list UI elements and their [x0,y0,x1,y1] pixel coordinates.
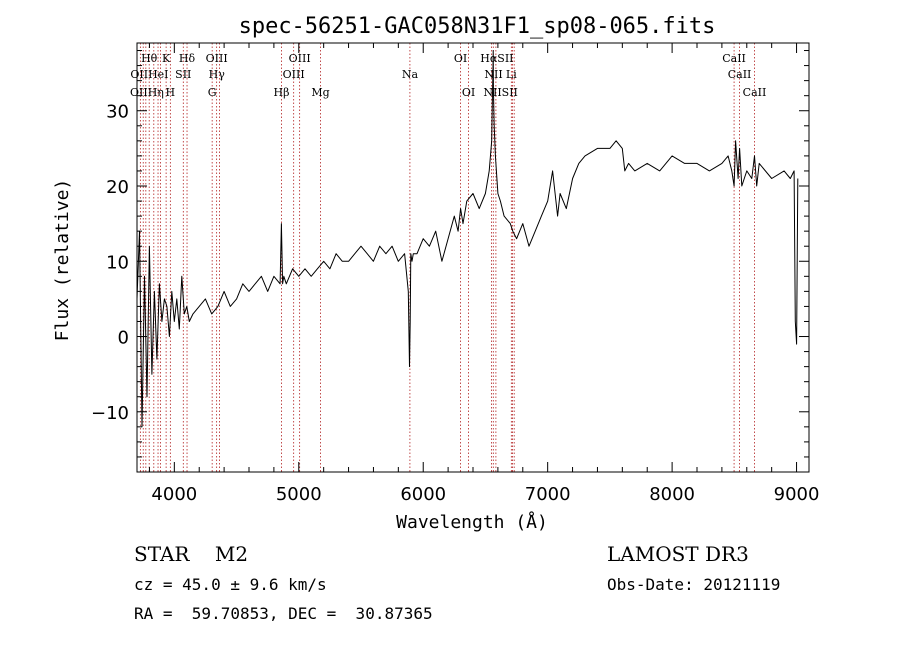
line-annotation: Hγ [209,68,226,81]
x-tick-label: 8000 [649,484,695,505]
plot-frame [136,42,810,473]
x-axis-label: Wavelength (Å) [396,511,548,533]
coordinates-text: RA = 59.70853, DEC = 30.87365 [134,604,433,623]
spectrum-line [136,50,799,428]
line-annotation: HαSII [480,52,513,65]
line-annotation: Hδ [179,52,196,65]
line-annotation: CaII [743,86,767,99]
x-tick-label: 7000 [525,484,571,505]
line-annotation: OI [454,52,467,65]
x-tick-label: 6000 [400,484,446,505]
line-annotation: OIII [289,52,311,65]
y-tick-label: 20 [106,177,129,198]
series-group [136,50,799,428]
line-annotation: K [162,52,171,65]
x-tick-label: 9000 [774,484,820,505]
y-tick-label: 0 [118,328,129,349]
line-annotation: OIIHη [130,86,164,99]
line-annotation: Na [402,68,419,81]
y-tick-label: −10 [91,403,129,424]
survey-label: LAMOST DR3 [607,542,749,566]
x-tick-label: 4000 [151,484,197,505]
line-annotation: CaII [722,52,746,65]
y-tick-label: 30 [106,102,129,123]
line-annotation: OI [462,86,475,99]
line-markers [139,43,755,472]
x-tick-label: 5000 [276,484,322,505]
line-annotations: Hθ K Hδ OIII OIII OI HαSII CaII OIIHeI SII Hγ OIII N… [130,52,766,99]
line-annotation: OIII [283,68,305,81]
object-type: STAR M2 [134,542,248,566]
redshift-text: cz = 45.0 ± 9.6 km/s [134,575,327,594]
line-annotation: H [166,86,176,99]
line-annotation: NIISII [483,86,518,99]
y-axis-label: Flux (relative) [52,179,73,342]
line-annotation: Mg [311,86,329,99]
line-annotation: Hθ [141,52,158,65]
axes: 4000 5000 6000 7000 8000 9000 −10 0 10 20 30 [91,43,819,505]
line-annotation: CaII [728,68,752,81]
line-annotation: Li [506,68,517,81]
line-annotation: SII [175,68,191,81]
line-annotation: OIII [206,52,228,65]
chart-title: spec-56251-GAC058N31F1_sp08-065.fits [239,14,716,39]
y-tick-label: 10 [106,252,129,273]
line-annotation: OIIHeI [130,68,168,81]
obs-date: Obs-Date: 20121119 [607,575,780,594]
line-annotation: G [208,86,217,99]
line-annotation: Hβ [274,86,290,99]
